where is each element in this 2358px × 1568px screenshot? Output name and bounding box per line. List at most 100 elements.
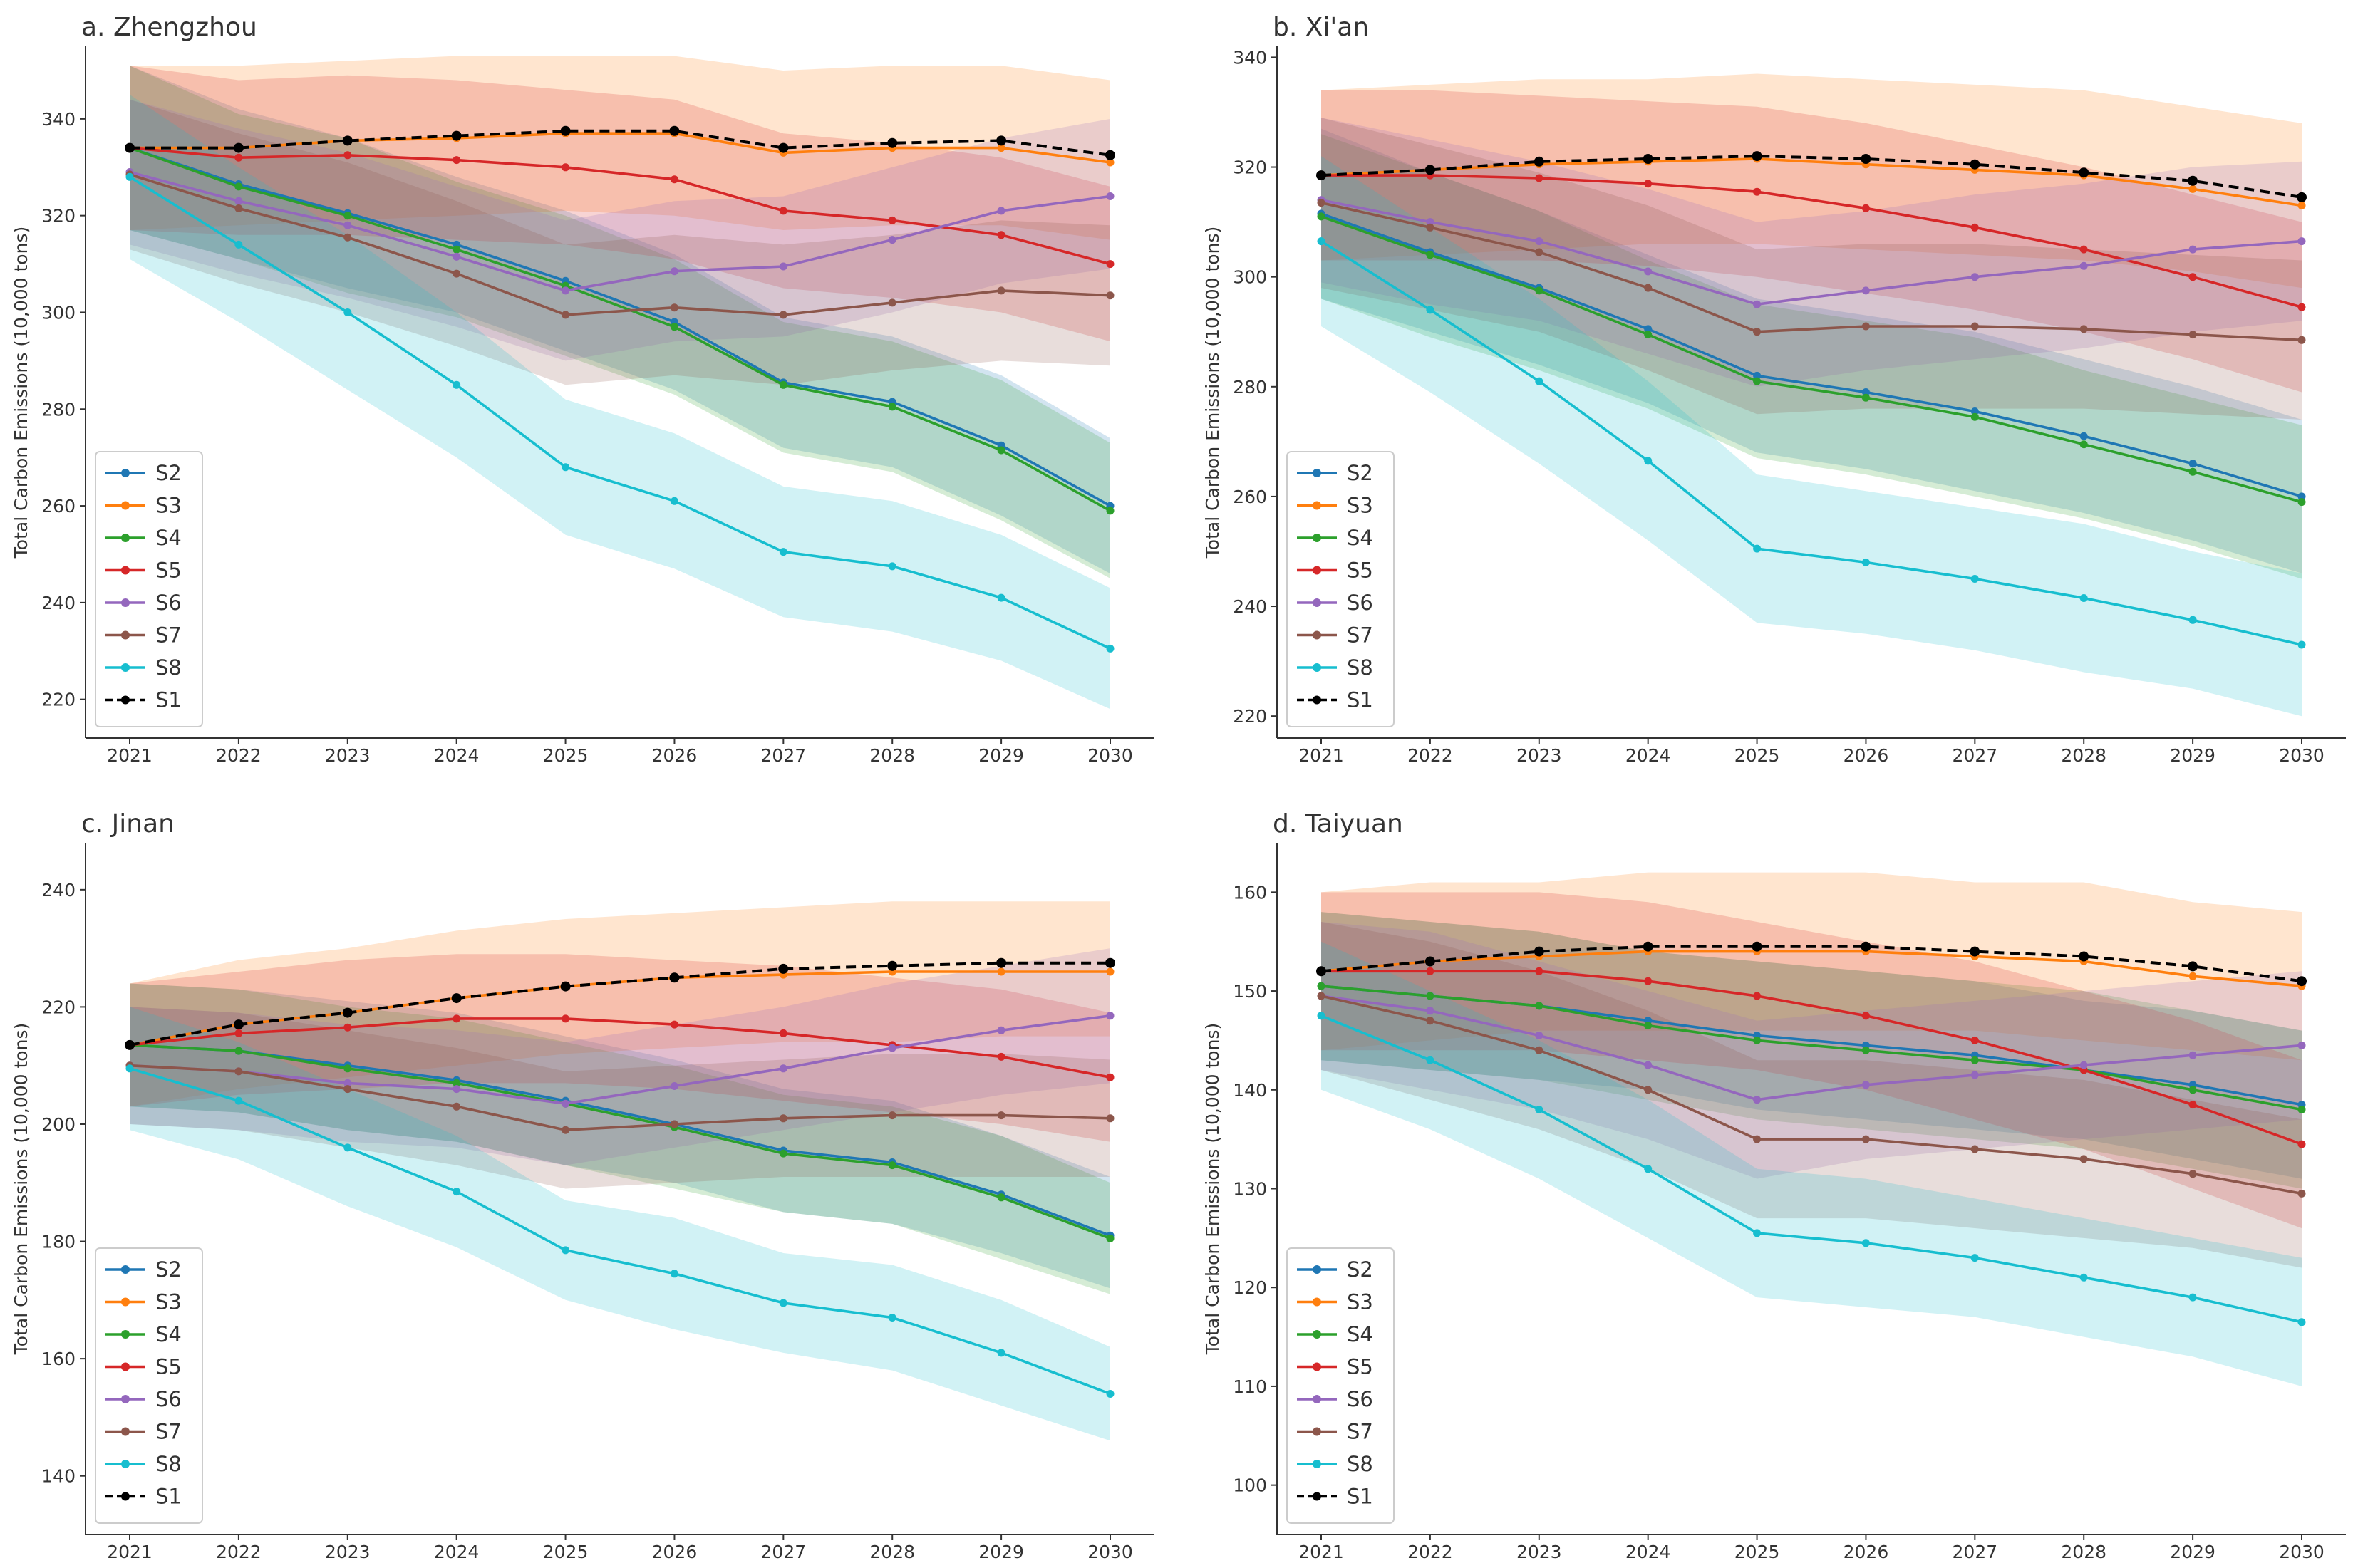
legend-label: S2 <box>155 1257 182 1282</box>
y-tick-label: 320 <box>41 206 76 227</box>
legend-item-s2: S2 <box>1297 1257 1373 1282</box>
point-s4 <box>453 245 461 254</box>
chart-panel-2: b. Xi'an 2021 2022 2023 2024 2025 2026 2027 2028… <box>1202 13 2346 766</box>
point-s6 <box>1753 300 1762 308</box>
legend-swatch-marker <box>121 1460 130 1468</box>
point-s6 <box>1753 1096 1762 1104</box>
y-axis-label: Total Carbon Emissions (10,000 tons) <box>1202 227 1223 559</box>
point-s7 <box>2188 1170 2197 1178</box>
legend-label: S2 <box>1347 1257 1373 1282</box>
point-s8 <box>2188 1293 2197 1302</box>
point-s7 <box>1106 291 1115 300</box>
series-line-s5 <box>129 1017 1111 1079</box>
point-s7 <box>997 286 1005 295</box>
point-s6 <box>779 1064 787 1073</box>
series-line-s3 <box>1320 950 2302 987</box>
legend-swatch-marker <box>1313 695 1321 705</box>
point-s1 <box>2188 175 2198 186</box>
legend-item-s5: S5 <box>105 559 182 583</box>
point-s6 <box>670 267 678 276</box>
y-tick-label: 280 <box>41 399 76 420</box>
point-s1 <box>669 972 680 983</box>
x-tick-label: 2026 <box>1844 745 1889 766</box>
y-tick-label: 160 <box>1233 882 1267 903</box>
point-s5 <box>2297 1140 2306 1148</box>
y-tick-label: 220 <box>41 997 76 1017</box>
x-tick-label: 2030 <box>2279 1542 2325 1562</box>
point-s7 <box>1861 1135 1870 1143</box>
series-line-s1 <box>1320 155 2302 199</box>
y-tick-label: 220 <box>1233 706 1267 727</box>
point-s7 <box>1535 1046 1543 1054</box>
point-s1 <box>2079 167 2089 178</box>
x-tick-label: 2028 <box>869 1542 915 1562</box>
legend-label: S5 <box>1347 559 1373 583</box>
point-s5 <box>1861 204 1870 212</box>
y-axis-label: Total Carbon Emissions (10,000 tons) <box>1202 1023 1223 1355</box>
point-s1 <box>1105 957 1115 968</box>
point-s7 <box>779 311 787 319</box>
point-s7 <box>1644 1086 1653 1094</box>
point-s4 <box>343 1064 352 1073</box>
y-axis-label: Total Carbon Emissions (10,000 tons) <box>11 227 31 559</box>
legend-label: S7 <box>1347 1420 1373 1444</box>
point-s6 <box>1535 1032 1543 1039</box>
point-s5 <box>2297 303 2306 311</box>
legend-swatch-marker <box>121 501 130 510</box>
legend-label: S6 <box>155 591 182 615</box>
x-tick-label: 2026 <box>652 1542 698 1562</box>
legend-item-s6: S6 <box>105 591 182 615</box>
series-line-s4 <box>129 146 1111 512</box>
y-tick-label: 150 <box>1233 981 1267 1002</box>
legend-label: S4 <box>1347 526 1373 550</box>
legend-label: S4 <box>155 526 182 550</box>
point-s7 <box>888 1111 896 1120</box>
point-s4 <box>1535 1002 1543 1010</box>
y-tick-label: 130 <box>1233 1179 1267 1200</box>
series-line-s6 <box>1320 995 2302 1101</box>
x-tick-label: 2022 <box>1407 1542 1453 1562</box>
point-s4 <box>779 1149 787 1158</box>
point-s6 <box>1426 218 1434 227</box>
series-line-s6 <box>129 170 1111 292</box>
point-s1 <box>1534 156 1544 167</box>
point-s8 <box>670 497 678 505</box>
legend-swatch-marker <box>121 1492 130 1501</box>
point-s8 <box>562 463 570 472</box>
point-s4 <box>888 1161 896 1170</box>
point-s7 <box>670 303 678 312</box>
point-s8 <box>1753 544 1762 553</box>
point-s4 <box>2188 1086 2197 1094</box>
x-tick-label: 2024 <box>1625 745 1671 766</box>
legend-item-s2: S2 <box>105 1257 182 1282</box>
legend-item-s1: S1 <box>105 1485 182 1509</box>
legend-swatch-marker <box>121 1362 130 1371</box>
y-tick-label: 120 <box>1233 1277 1267 1298</box>
legend-item-s4: S4 <box>105 1322 182 1346</box>
x-tick-label: 2025 <box>1734 745 1780 766</box>
legend-frame <box>95 451 203 727</box>
point-s7 <box>1426 223 1434 232</box>
point-s1 <box>1970 159 1980 170</box>
x-tick-label: 2025 <box>543 1542 589 1562</box>
legend-swatch-marker <box>121 1395 130 1403</box>
y-tick-label: 140 <box>41 1466 76 1487</box>
point-s2 <box>2079 432 2088 440</box>
legend-item-s6: S6 <box>1297 1387 1373 1411</box>
band-s7 <box>1321 118 2302 420</box>
legend-label: S6 <box>155 1387 182 1411</box>
point-s8 <box>779 548 787 556</box>
point-s7 <box>1426 1017 1434 1025</box>
point-s8 <box>888 562 896 571</box>
series-line-s7 <box>129 1064 1111 1132</box>
point-s5 <box>1106 260 1115 269</box>
legend-label: S3 <box>1347 494 1373 518</box>
point-s1 <box>778 142 789 153</box>
point-s6 <box>343 221 352 229</box>
point-s7 <box>1317 199 1325 207</box>
point-s7 <box>562 311 570 319</box>
point-s6 <box>888 236 896 244</box>
point-s1 <box>125 142 135 153</box>
point-s7 <box>1106 1114 1115 1123</box>
legend-label: S6 <box>1347 591 1373 615</box>
